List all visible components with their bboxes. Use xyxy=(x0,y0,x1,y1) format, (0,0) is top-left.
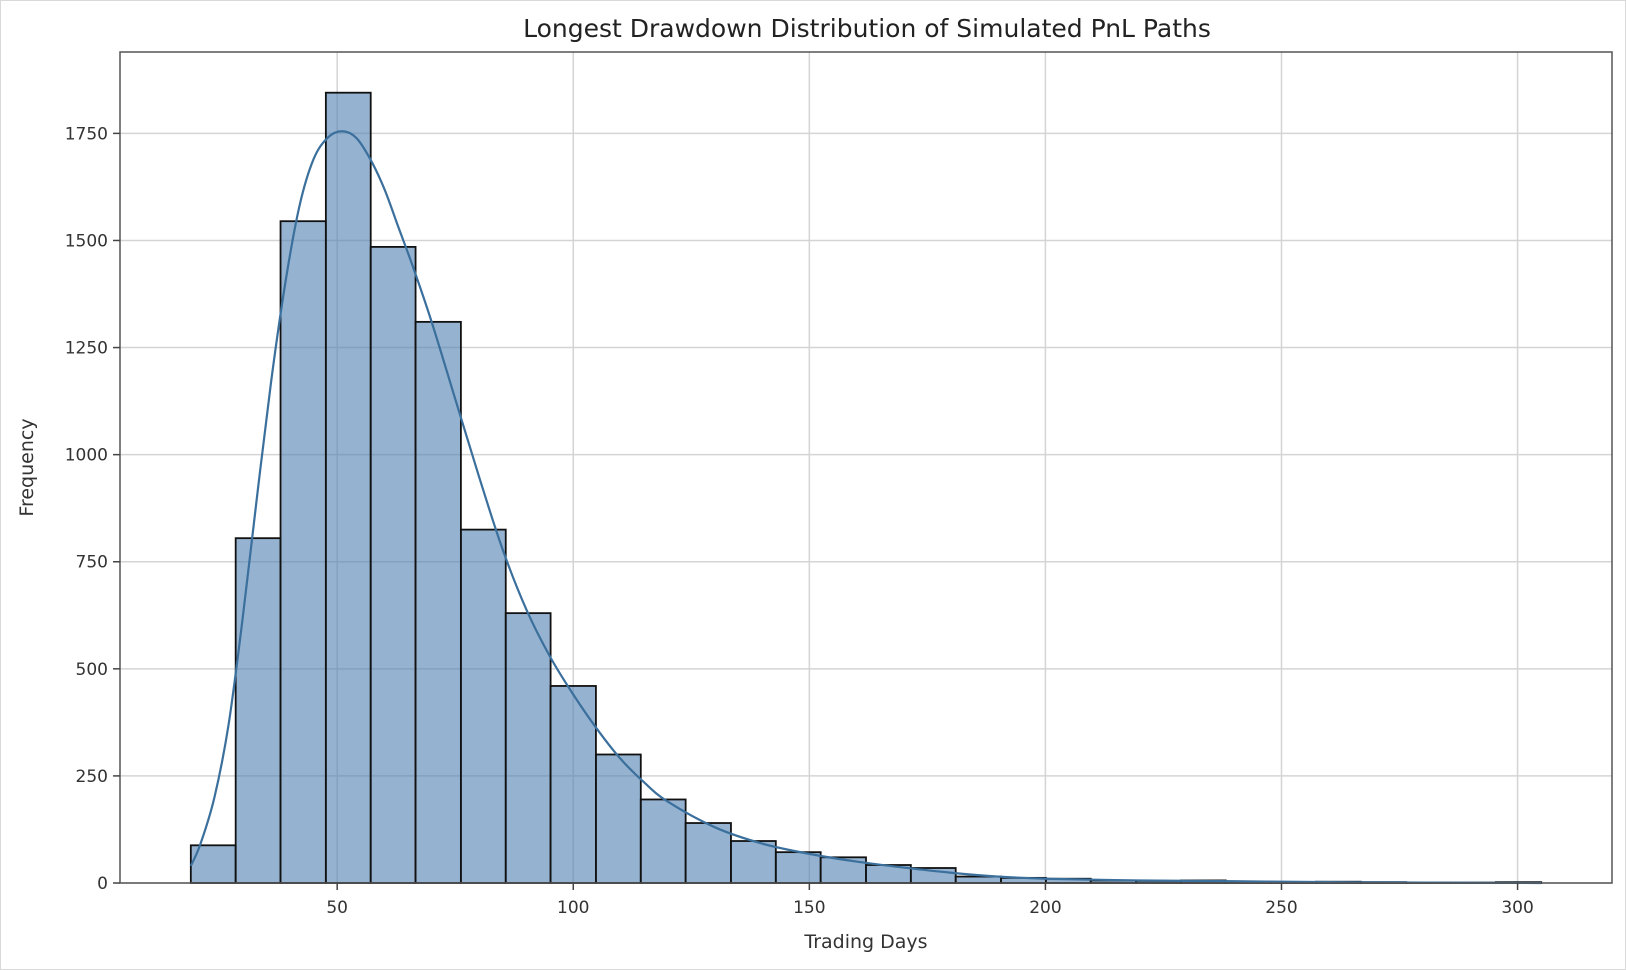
histogram-bar xyxy=(730,840,777,884)
x-tick-label: 150 xyxy=(793,898,825,918)
y-tick-label: 1250 xyxy=(65,339,108,359)
x-tick-label: 200 xyxy=(1029,898,1061,918)
histogram-bar xyxy=(504,612,552,884)
y-tick-label: 500 xyxy=(76,660,108,680)
histogram-bar xyxy=(459,528,507,884)
plot-area-border xyxy=(119,51,1613,884)
histogram-bar xyxy=(234,537,282,884)
x-tick-label: 50 xyxy=(326,898,348,918)
x-tick-label: 250 xyxy=(1265,898,1297,918)
y-axis-label: Frequency xyxy=(16,418,38,516)
histogram-bar xyxy=(595,753,642,884)
x-tick-label: 100 xyxy=(557,898,589,918)
y-axis-ticks: 0 250 500 750 1000 1250 1500 1750 xyxy=(65,124,120,894)
histogram-bars xyxy=(189,91,1543,884)
histogram-bar xyxy=(549,685,597,884)
histogram-bar xyxy=(639,798,687,884)
chart-title: Longest Drawdown Distribution of Simulat… xyxy=(523,14,1211,43)
y-tick-label: 0 xyxy=(97,874,108,894)
kde-curve xyxy=(189,130,1542,885)
x-axis-label: Trading Days xyxy=(803,931,927,953)
histogram-bar xyxy=(774,851,822,884)
histogram-bar xyxy=(954,875,1002,884)
histogram-bar xyxy=(279,220,327,884)
histogram-bar xyxy=(369,245,417,884)
y-tick-label: 1750 xyxy=(65,124,108,144)
y-tick-label: 1000 xyxy=(65,446,108,466)
histogram-bar xyxy=(414,320,462,884)
y-tick-label: 250 xyxy=(76,767,108,787)
x-tick-label: 300 xyxy=(1501,898,1533,918)
y-tick-label: 1500 xyxy=(65,231,108,251)
x-axis-ticks: 50 100 150 200 250 300 xyxy=(326,883,1534,918)
y-tick-label: 750 xyxy=(76,553,108,573)
histogram-bar xyxy=(324,91,372,884)
